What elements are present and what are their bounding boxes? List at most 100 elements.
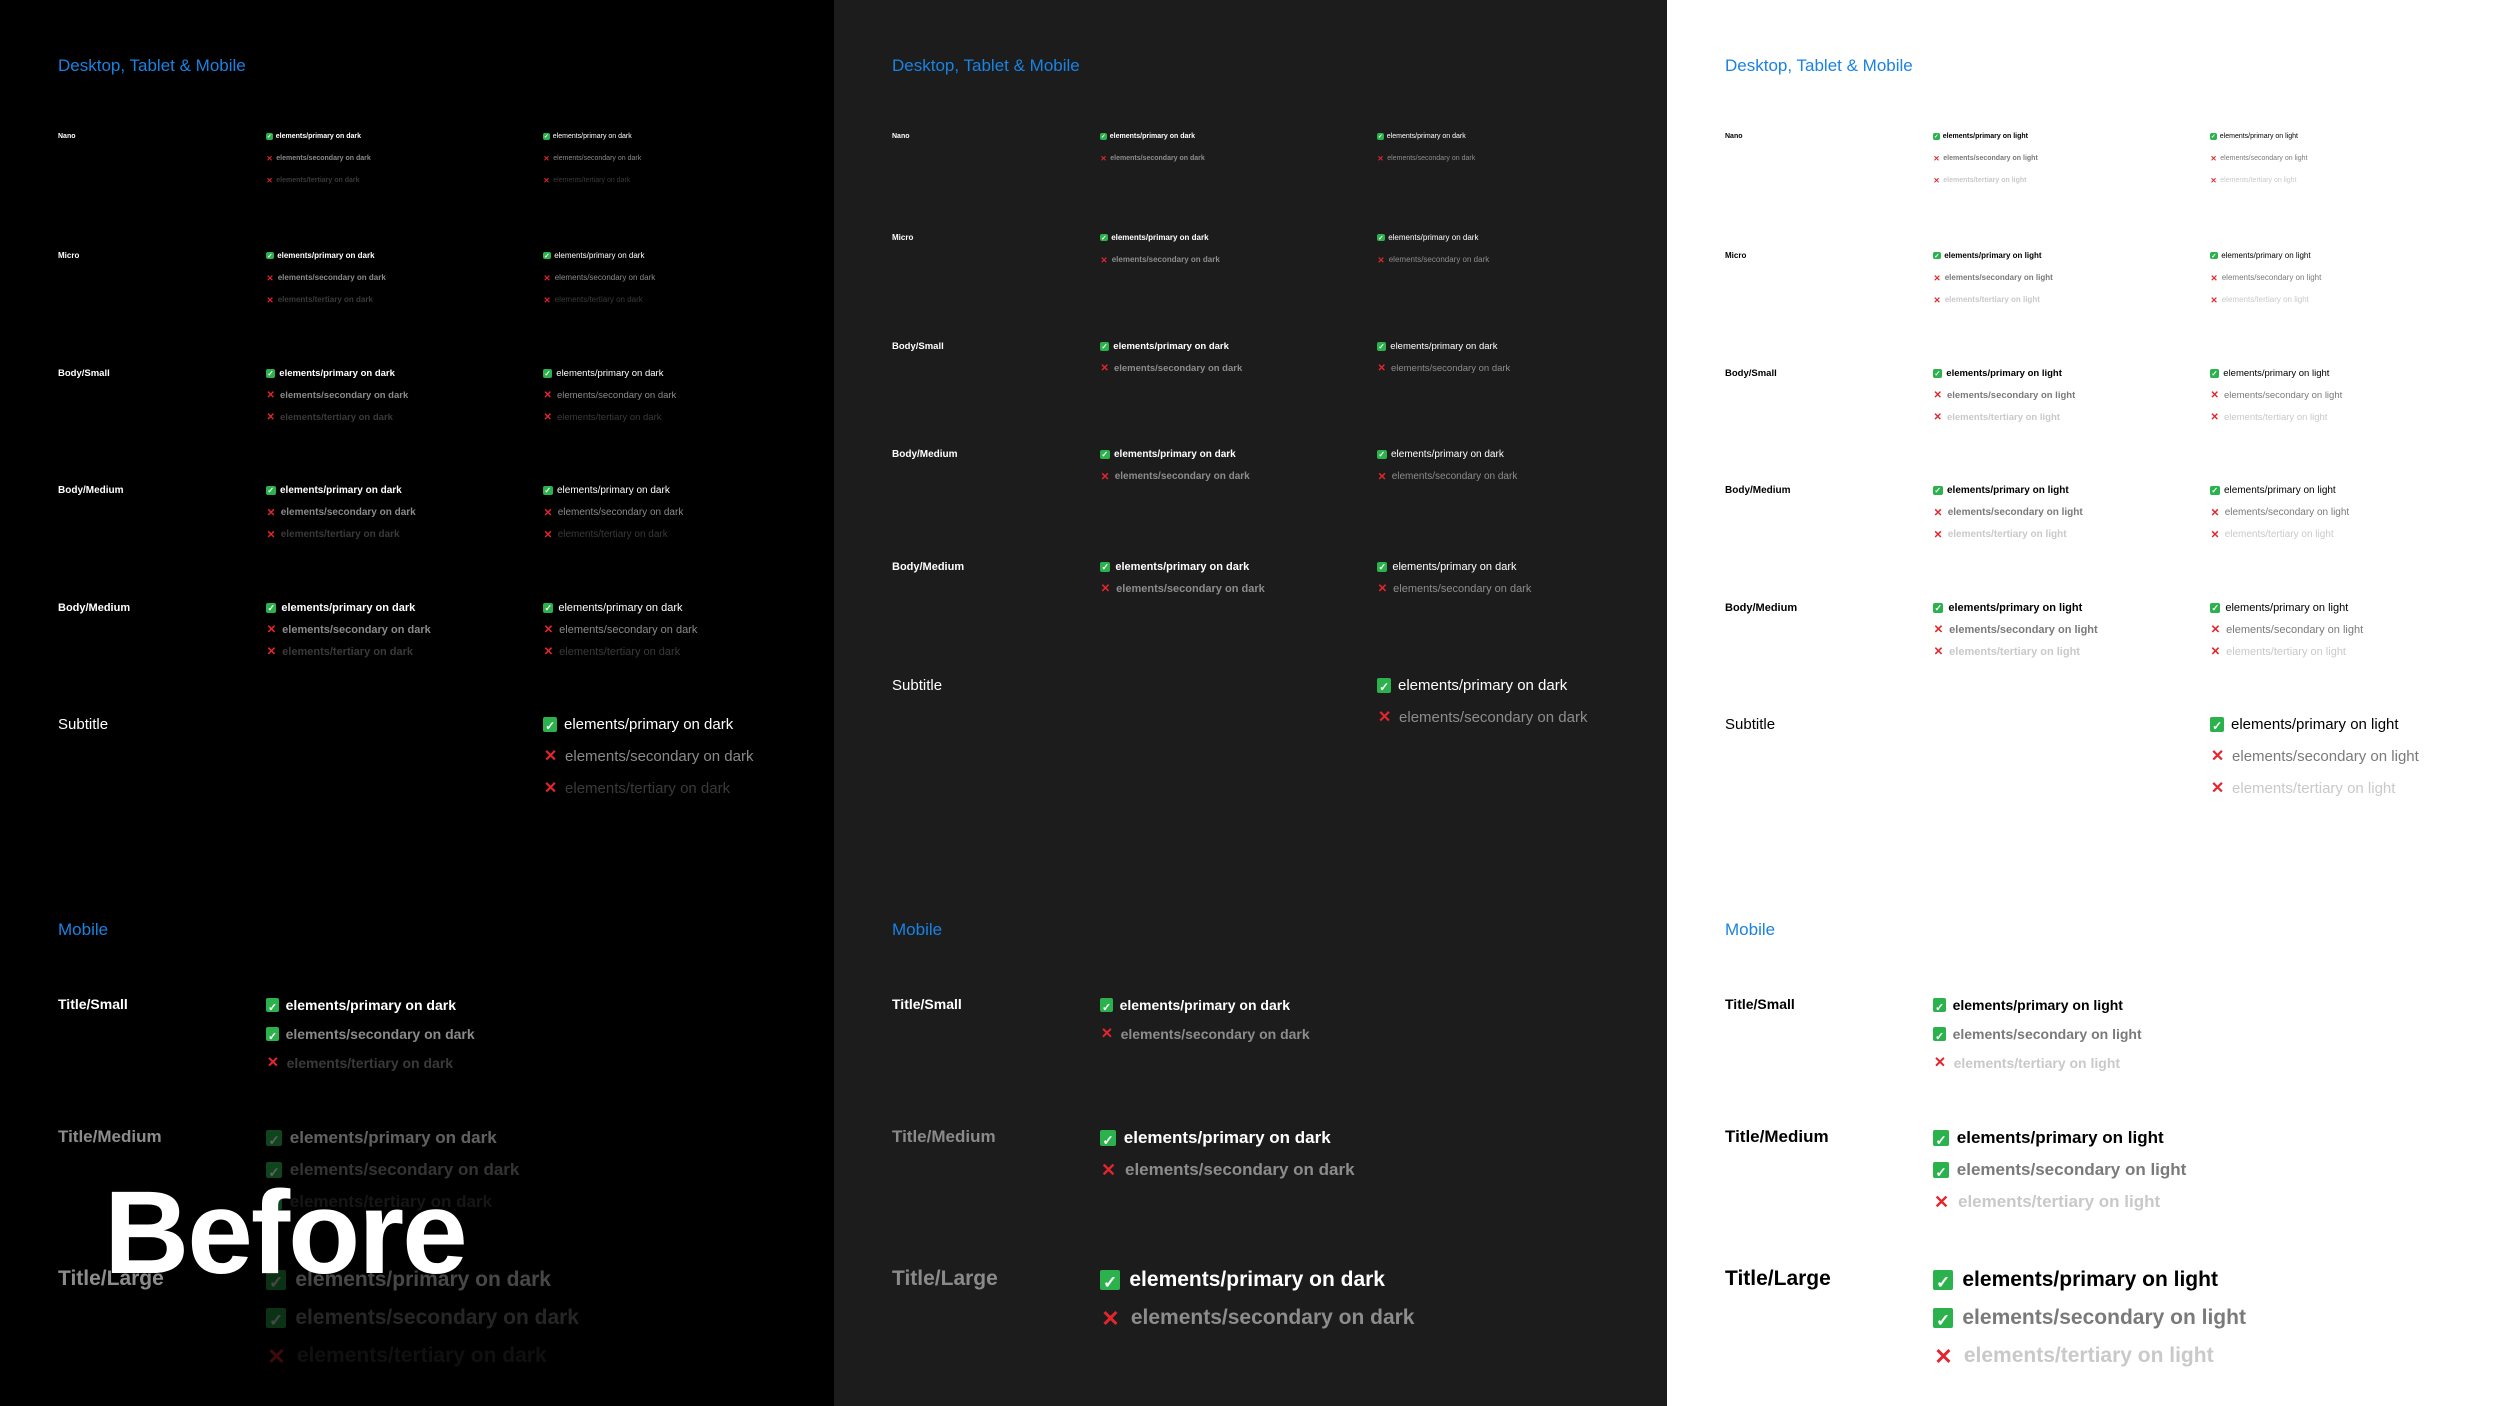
token-label: elements/primary on dark [1119, 997, 1290, 1013]
token-entry: elements/secondary on light [1933, 390, 2075, 401]
token-entry: elements/secondary on dark [1100, 1306, 1415, 1330]
token-label: elements/primary on light [1962, 1268, 2218, 1291]
check-icon [1377, 678, 1392, 693]
check-icon [1933, 368, 1943, 378]
token-label: elements/tertiary on dark [286, 1055, 454, 1071]
token-entry: elements/tertiary on dark [543, 529, 668, 540]
cross-icon [1933, 1346, 1954, 1367]
cross-icon [2210, 155, 2217, 162]
check-icon [266, 602, 277, 614]
token-label: elements/secondary on light [2223, 390, 2343, 401]
token-label: elements/primary on dark [275, 133, 361, 140]
token-label: elements/primary on light [1948, 602, 2083, 614]
check-icon [266, 1027, 280, 1041]
cross-icon [266, 508, 276, 518]
token-entry: elements/primary on light [1933, 368, 2062, 379]
token-entry: elements/primary on dark [1377, 233, 1478, 242]
cross-icon [266, 625, 277, 636]
section-heading-desktop: Desktop, Tablet & Mobile [58, 56, 246, 75]
token-label: elements/primary on light [2221, 251, 2311, 260]
cross-icon [1933, 647, 1944, 658]
check-icon [2210, 251, 2218, 260]
token-entry: elements/secondary on dark [1377, 471, 1518, 482]
token-entry: elements/tertiary on light [1933, 412, 2060, 423]
cross-icon [543, 508, 553, 518]
cross-icon [1933, 413, 1942, 422]
row-label-nano: Nano [892, 133, 910, 140]
token-label: elements/primary on light [1944, 251, 2042, 260]
check-icon [1100, 998, 1114, 1012]
check-icon [266, 1270, 286, 1290]
token-label: elements/tertiary on light [2223, 412, 2328, 423]
check-icon [1377, 341, 1387, 351]
row-label-title-large: Title/Large [58, 1267, 164, 1290]
cross-icon [1933, 1056, 1947, 1070]
row-label-title-medium: Title/Medium [58, 1127, 162, 1146]
check-icon [1100, 1129, 1117, 1147]
token-label: elements/secondary on light [2220, 155, 2308, 162]
token-label: elements/secondary on dark [1110, 155, 1205, 162]
token-entry: elements/primary on dark [1100, 561, 1249, 573]
check-icon [1100, 233, 1108, 242]
token-entry: elements/secondary on dark [1377, 583, 1531, 595]
token-entry: elements/primary on dark [266, 133, 361, 140]
token-entry: elements/secondary on dark [1377, 709, 1587, 726]
token-label: elements/tertiary on dark [277, 295, 373, 304]
token-entry: elements/primary on dark [1100, 133, 1195, 140]
check-icon [543, 368, 553, 378]
token-entry: elements/primary on light [2210, 251, 2311, 260]
row-label-body-medium: Body/Medium [58, 602, 131, 614]
cross-icon [1933, 391, 1942, 400]
token-entry: elements/secondary on light [1933, 1306, 2246, 1330]
check-icon [2210, 368, 2220, 378]
token-entry: elements/primary on light [2210, 716, 2399, 733]
cross-icon [1933, 508, 1943, 518]
check-icon [1933, 485, 1943, 496]
token-label: elements/primary on dark [556, 368, 664, 379]
token-label: elements/primary on dark [1391, 449, 1504, 460]
token-label: elements/secondary on light [2232, 748, 2419, 765]
token-entry: elements/tertiary on dark [266, 1192, 492, 1212]
token-entry: elements/primary on dark [543, 602, 682, 614]
row-label-body-medium: Body/Medium [892, 561, 965, 573]
token-label: elements/primary on dark [1398, 677, 1568, 694]
token-entry: elements/secondary on light [2210, 507, 2350, 518]
token-label: elements/primary on light [2225, 602, 2349, 614]
cross-icon [1100, 364, 1109, 373]
check-icon [1933, 1129, 1950, 1147]
token-label: elements/tertiary on light [2226, 646, 2346, 658]
token-label: elements/primary on dark [554, 251, 645, 260]
section-heading-desktop: Desktop, Tablet & Mobile [892, 56, 1080, 75]
cross-icon [1933, 625, 1944, 636]
token-entry: elements/primary on dark [1100, 997, 1290, 1013]
token-entry: elements/primary on dark [266, 485, 402, 496]
token-label: elements/primary on dark [1390, 341, 1498, 352]
token-label: elements/primary on dark [557, 485, 670, 496]
token-label: elements/secondary on dark [276, 155, 371, 162]
token-label: elements/secondary on dark [565, 748, 754, 765]
token-label: elements/secondary on dark [280, 507, 416, 518]
cross-icon [1377, 472, 1387, 482]
check-icon [1100, 1270, 1120, 1290]
token-entry: elements/primary on light [1933, 133, 2028, 140]
token-entry: elements/secondary on dark [1100, 155, 1205, 162]
token-label: elements/secondary on dark [1388, 255, 1490, 264]
token-entry: elements/primary on dark [1377, 449, 1504, 460]
check-icon [1100, 561, 1111, 573]
cross-icon [1933, 296, 1941, 304]
token-entry: elements/primary on light [2210, 485, 2336, 496]
token-entry: elements/tertiary on dark [266, 1055, 454, 1071]
token-entry: elements/tertiary on light [1933, 1055, 2120, 1071]
token-label: elements/secondary on light [1956, 1160, 2187, 1179]
token-label: elements/tertiary on dark [556, 412, 662, 423]
cross-icon [266, 647, 277, 658]
cross-icon [2210, 625, 2221, 636]
cross-icon [2210, 749, 2225, 764]
token-label: elements/secondary on dark [289, 1160, 520, 1179]
token-entry: elements/primary on dark [1377, 677, 1567, 694]
token-entry: elements/primary on dark [1100, 233, 1209, 242]
token-label: elements/primary on dark [1111, 233, 1209, 242]
token-entry: elements/tertiary on dark [266, 1344, 547, 1368]
check-icon [2210, 133, 2217, 140]
cross-icon [266, 413, 275, 422]
